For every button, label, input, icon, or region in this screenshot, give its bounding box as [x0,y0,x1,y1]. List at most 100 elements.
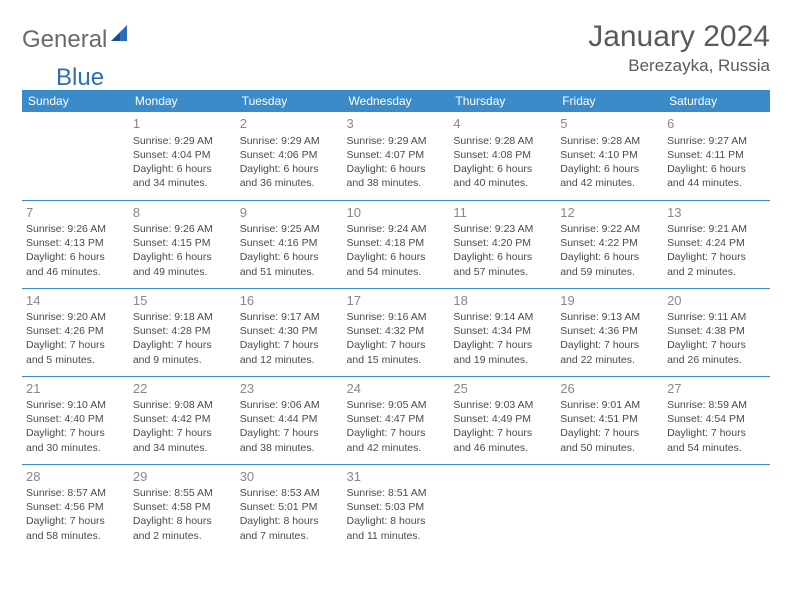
sunset-text: Sunset: 4:40 PM [26,412,125,426]
daylight-text: and 49 minutes. [133,265,232,279]
sunrise-text: Sunrise: 9:16 AM [347,310,446,324]
sunset-text: Sunset: 4:07 PM [347,148,446,162]
day-number: 1 [133,115,232,133]
sunset-text: Sunset: 4:42 PM [133,412,232,426]
sunrise-text: Sunrise: 9:13 AM [560,310,659,324]
calendar-row: 21Sunrise: 9:10 AMSunset: 4:40 PMDayligh… [22,376,770,464]
day-number: 13 [667,204,766,222]
month-title: January 2024 [588,20,770,54]
day-number: 7 [26,204,125,222]
day-number: 19 [560,292,659,310]
day-number: 14 [26,292,125,310]
calendar-row: 1Sunrise: 9:29 AMSunset: 4:04 PMDaylight… [22,112,770,200]
daylight-text: Daylight: 6 hours [453,250,552,264]
daylight-text: and 46 minutes. [453,441,552,455]
sunrise-text: Sunrise: 9:26 AM [26,222,125,236]
calendar-cell: 7Sunrise: 9:26 AMSunset: 4:13 PMDaylight… [22,200,129,288]
sunset-text: Sunset: 5:03 PM [347,500,446,514]
sunrise-text: Sunrise: 9:29 AM [133,134,232,148]
sunrise-text: Sunrise: 8:57 AM [26,486,125,500]
calendar-cell: 3Sunrise: 9:29 AMSunset: 4:07 PMDaylight… [343,112,450,200]
sunrise-text: Sunrise: 9:28 AM [453,134,552,148]
daylight-text: and 42 minutes. [560,176,659,190]
sunrise-text: Sunrise: 9:29 AM [240,134,339,148]
daylight-text: and 54 minutes. [347,265,446,279]
sunrise-text: Sunrise: 8:55 AM [133,486,232,500]
daylight-text: and 30 minutes. [26,441,125,455]
daylight-text: Daylight: 6 hours [560,162,659,176]
sunrise-text: Sunrise: 9:21 AM [667,222,766,236]
calendar-cell: 27Sunrise: 8:59 AMSunset: 4:54 PMDayligh… [663,376,770,464]
day-number: 16 [240,292,339,310]
daylight-text: Daylight: 7 hours [26,426,125,440]
daylight-text: Daylight: 6 hours [560,250,659,264]
logo-text-blue: Blue [56,64,104,92]
daylight-text: and 12 minutes. [240,353,339,367]
sunset-text: Sunset: 4:30 PM [240,324,339,338]
day-number: 23 [240,380,339,398]
sunset-text: Sunset: 5:01 PM [240,500,339,514]
sunset-text: Sunset: 4:18 PM [347,236,446,250]
sunrise-text: Sunrise: 9:18 AM [133,310,232,324]
daylight-text: Daylight: 7 hours [133,426,232,440]
daylight-text: and 9 minutes. [133,353,232,367]
daylight-text: and 54 minutes. [667,441,766,455]
sunrise-text: Sunrise: 8:59 AM [667,398,766,412]
day-number: 28 [26,468,125,486]
daylight-text: Daylight: 6 hours [347,250,446,264]
daylight-text: and 58 minutes. [26,529,125,543]
calendar-cell [556,464,663,552]
calendar-table: Sunday Monday Tuesday Wednesday Thursday… [22,90,770,552]
day-number: 10 [347,204,446,222]
sunrise-text: Sunrise: 9:20 AM [26,310,125,324]
daylight-text: Daylight: 7 hours [560,338,659,352]
day-number: 15 [133,292,232,310]
daylight-text: and 38 minutes. [240,441,339,455]
daylight-text: Daylight: 7 hours [560,426,659,440]
sunset-text: Sunset: 4:08 PM [453,148,552,162]
sunset-text: Sunset: 4:04 PM [133,148,232,162]
sunrise-text: Sunrise: 9:25 AM [240,222,339,236]
day-number: 29 [133,468,232,486]
calendar-cell: 11Sunrise: 9:23 AMSunset: 4:20 PMDayligh… [449,200,556,288]
calendar-cell: 22Sunrise: 9:08 AMSunset: 4:42 PMDayligh… [129,376,236,464]
sunrise-text: Sunrise: 9:29 AM [347,134,446,148]
daylight-text: Daylight: 7 hours [133,338,232,352]
daylight-text: and 19 minutes. [453,353,552,367]
calendar-cell: 26Sunrise: 9:01 AMSunset: 4:51 PMDayligh… [556,376,663,464]
day-number: 25 [453,380,552,398]
day-number: 20 [667,292,766,310]
logo-text-general: General [22,26,107,54]
sunrise-text: Sunrise: 8:53 AM [240,486,339,500]
daylight-text: Daylight: 7 hours [347,426,446,440]
daylight-text: and 26 minutes. [667,353,766,367]
daylight-text: and 7 minutes. [240,529,339,543]
day-number: 6 [667,115,766,133]
weekday-header: Sunday [22,90,129,112]
day-number: 3 [347,115,446,133]
sunrise-text: Sunrise: 9:28 AM [560,134,659,148]
day-number: 2 [240,115,339,133]
day-number: 21 [26,380,125,398]
daylight-text: Daylight: 6 hours [133,162,232,176]
sunset-text: Sunset: 4:15 PM [133,236,232,250]
header: General January 2024 Berezayka, Russia [22,20,770,76]
calendar-cell: 2Sunrise: 9:29 AMSunset: 4:06 PMDaylight… [236,112,343,200]
daylight-text: and 15 minutes. [347,353,446,367]
daylight-text: and 40 minutes. [453,176,552,190]
daylight-text: Daylight: 8 hours [133,514,232,528]
day-number: 31 [347,468,446,486]
calendar-cell: 13Sunrise: 9:21 AMSunset: 4:24 PMDayligh… [663,200,770,288]
calendar-row: 28Sunrise: 8:57 AMSunset: 4:56 PMDayligh… [22,464,770,552]
calendar-cell: 16Sunrise: 9:17 AMSunset: 4:30 PMDayligh… [236,288,343,376]
calendar-cell: 8Sunrise: 9:26 AMSunset: 4:15 PMDaylight… [129,200,236,288]
day-number: 17 [347,292,446,310]
calendar-cell: 17Sunrise: 9:16 AMSunset: 4:32 PMDayligh… [343,288,450,376]
calendar-cell: 25Sunrise: 9:03 AMSunset: 4:49 PMDayligh… [449,376,556,464]
daylight-text: Daylight: 7 hours [667,338,766,352]
sunrise-text: Sunrise: 9:08 AM [133,398,232,412]
daylight-text: Daylight: 6 hours [453,162,552,176]
daylight-text: Daylight: 7 hours [667,250,766,264]
sunset-text: Sunset: 4:54 PM [667,412,766,426]
sunset-text: Sunset: 4:58 PM [133,500,232,514]
